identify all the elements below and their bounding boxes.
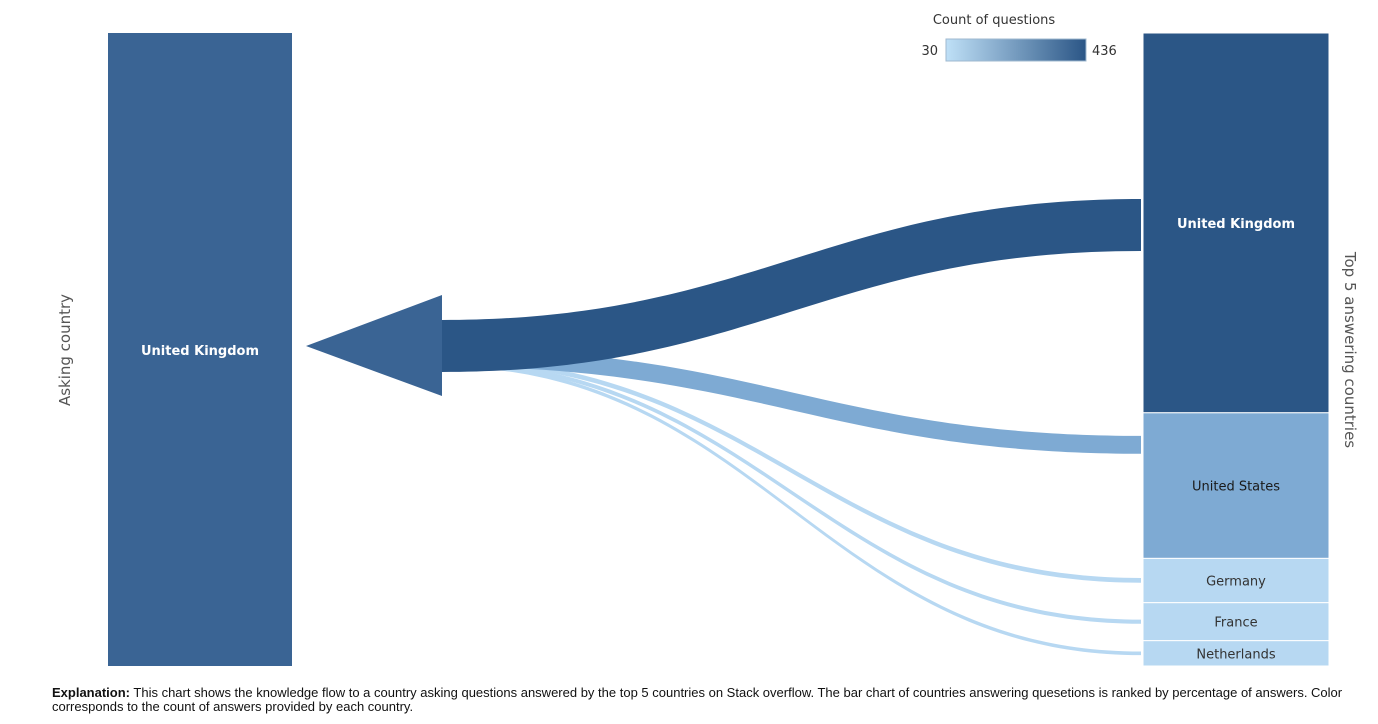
explanation-text: This chart shows the knowledge flow to a… bbox=[52, 685, 1343, 714]
legend-min-label: 30 bbox=[921, 44, 938, 59]
legend-title: Count of questions bbox=[933, 13, 1056, 28]
explanation-heading: Explanation: bbox=[52, 685, 131, 700]
explanation-note: Explanation: This chart shows the knowle… bbox=[52, 686, 1352, 714]
target-label-netherlands: Netherlands bbox=[1196, 647, 1275, 662]
flow-link-united-kingdom[interactable] bbox=[442, 199, 1141, 372]
flow-arrow-head bbox=[306, 295, 442, 396]
flow-link-germany[interactable] bbox=[442, 358, 1141, 583]
target-label-united-states: United States bbox=[1192, 480, 1280, 495]
target-label-france: France bbox=[1214, 616, 1257, 631]
target-bar-united-states[interactable] bbox=[1142, 412, 1330, 559]
target-bar-united-kingdom[interactable] bbox=[1142, 32, 1330, 414]
target-label-germany: Germany bbox=[1206, 575, 1266, 590]
legend-gradient-bar bbox=[945, 38, 1087, 62]
target-label-united-kingdom: United Kingdom bbox=[1177, 217, 1295, 232]
color-legend: Count of questions 30 436 bbox=[921, 13, 1117, 62]
flow-link-united-states[interactable] bbox=[442, 348, 1141, 454]
flow-link-france[interactable] bbox=[442, 361, 1141, 624]
target-bar-netherlands[interactable] bbox=[1142, 640, 1330, 667]
sankey-chart: Asking country Top 5 answering countries… bbox=[56, 13, 1359, 667]
source-bar[interactable] bbox=[108, 33, 292, 666]
legend-max-label: 436 bbox=[1092, 44, 1117, 59]
source-axis-title: Asking country bbox=[56, 294, 74, 406]
flow-link-netherlands[interactable] bbox=[442, 363, 1141, 656]
target-bars: United Kingdom United States Germany France… bbox=[1142, 32, 1330, 667]
flow-links bbox=[442, 199, 1141, 656]
source-bar-label: United Kingdom bbox=[141, 344, 259, 359]
target-axis-title: Top 5 answering countries bbox=[1341, 251, 1359, 448]
